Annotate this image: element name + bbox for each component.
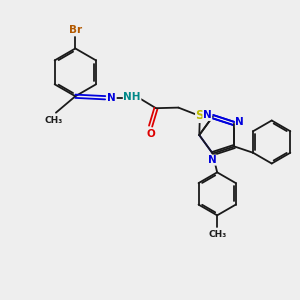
Text: O: O	[146, 130, 155, 140]
Text: CH₃: CH₃	[208, 230, 226, 239]
Text: N: N	[236, 118, 244, 128]
Text: N: N	[203, 110, 212, 120]
Text: CH₃: CH₃	[45, 116, 63, 124]
Text: S: S	[196, 110, 204, 122]
Text: Br: Br	[69, 25, 82, 35]
Text: NH: NH	[123, 92, 141, 102]
Text: N: N	[208, 155, 217, 165]
Text: N: N	[107, 93, 116, 103]
